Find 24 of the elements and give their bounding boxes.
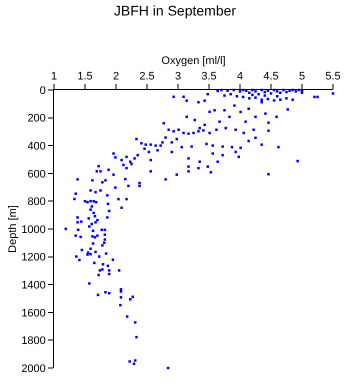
y-tick-label: 1600 xyxy=(21,307,46,320)
x-tick-label: 1 xyxy=(50,70,58,83)
x-tick-label: 2.5 xyxy=(139,70,155,83)
y-tick-label: 1400 xyxy=(21,279,46,292)
y-tick-label: 600 xyxy=(27,168,46,180)
y-tick-label: 800 xyxy=(27,196,46,208)
y-tick-label: 0 xyxy=(40,84,46,97)
x-tick-label: 1.5 xyxy=(77,70,93,83)
x-tick-label: 4 xyxy=(236,70,244,83)
x-tick-label: 3.5 xyxy=(201,70,217,83)
y-axis-title: Depth [m] xyxy=(6,205,19,253)
x-tick-label: 5.5 xyxy=(325,70,341,83)
x-axis-title: Oxygen [ml/l] xyxy=(161,55,226,68)
chart-title: JBFH in September xyxy=(114,2,236,19)
y-tick-label: 1800 xyxy=(21,335,46,348)
x-tick-label: 2 xyxy=(112,70,120,83)
y-tick-label: 200 xyxy=(27,112,46,125)
y-tick-label: 400 xyxy=(27,140,46,152)
y-tick-label: 1000 xyxy=(21,224,46,236)
y-tick-label: 2000 xyxy=(21,362,46,375)
x-tick-label: 4.5 xyxy=(263,70,279,83)
y-tick-label: 1200 xyxy=(21,252,46,264)
x-tick-label: 3 xyxy=(174,70,182,83)
x-tick-label: 5 xyxy=(298,70,306,83)
